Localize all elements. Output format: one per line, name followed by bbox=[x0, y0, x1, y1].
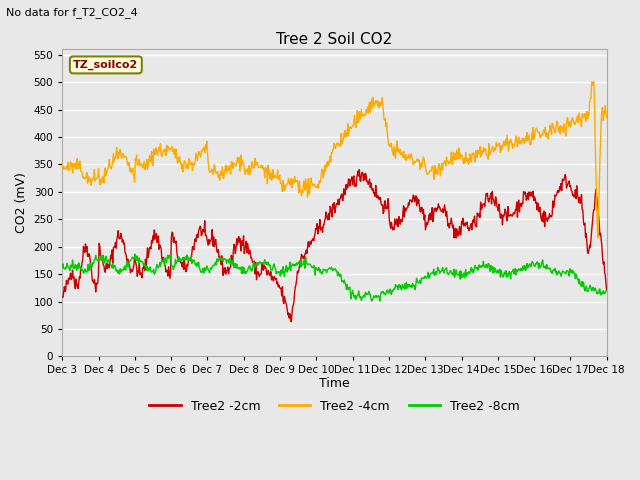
Text: TZ_soilco2: TZ_soilco2 bbox=[73, 60, 138, 70]
X-axis label: Time: Time bbox=[319, 377, 350, 390]
Text: No data for f_T2_CO2_4: No data for f_T2_CO2_4 bbox=[6, 7, 138, 18]
Legend: Tree2 -2cm, Tree2 -4cm, Tree2 -8cm: Tree2 -2cm, Tree2 -4cm, Tree2 -8cm bbox=[145, 395, 525, 418]
Y-axis label: CO2 (mV): CO2 (mV) bbox=[15, 172, 28, 233]
Title: Tree 2 Soil CO2: Tree 2 Soil CO2 bbox=[276, 32, 392, 47]
